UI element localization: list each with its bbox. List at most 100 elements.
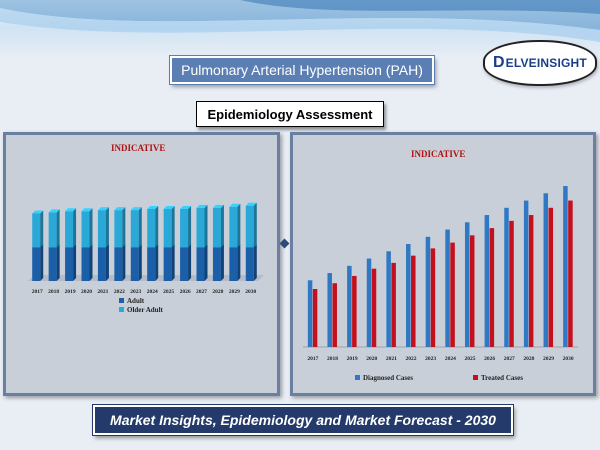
page-title: Pulmonary Arterial Hypertension (PAH): [170, 56, 434, 84]
bar-older-adult: [65, 208, 77, 248]
bar-treated-cases: [489, 228, 495, 347]
bar-diagnosed-cases: [406, 244, 411, 347]
x-tick-label: 2026: [180, 289, 191, 295]
bar-older-adult: [130, 207, 142, 248]
x-tick-label: 2018: [48, 289, 59, 295]
bar-diagnosed-cases: [425, 236, 431, 347]
x-tick-label: 2027: [196, 289, 207, 295]
logo-text: ELVEINSIGHT: [505, 56, 587, 70]
bar-adult: [130, 244, 142, 281]
chart-title-right: INDICATIVE: [411, 149, 466, 159]
bar-older-adult: [180, 206, 192, 248]
bar-older-adult: [163, 206, 175, 248]
x-tick-label: 2030: [245, 289, 256, 295]
bar-treated-cases: [352, 275, 357, 347]
bar-treated-cases: [548, 207, 554, 347]
divider-diamond-icon: [279, 238, 290, 249]
bar-adult: [81, 244, 93, 281]
bar-adult: [196, 244, 208, 281]
bar-adult: [114, 244, 126, 281]
x-tick-label: 2028: [523, 356, 534, 362]
x-tick-label: 2018: [327, 356, 338, 362]
bar-treated-cases: [469, 235, 475, 347]
bar-older-adult: [114, 207, 126, 248]
bar-diagnosed-cases: [464, 222, 470, 347]
x-tick-label: 2030: [563, 356, 574, 362]
chart-title-left: INDICATIVE: [111, 143, 166, 153]
bar-diagnosed-cases: [504, 207, 509, 347]
bar-adult: [245, 244, 257, 281]
legend-label: Older Adult: [127, 306, 164, 314]
x-tick-label: 2022: [406, 356, 417, 362]
x-tick-label: 2017: [32, 289, 43, 295]
chart-panel-left: INDICATIVE 2017 2018 2019 2020 2021 2022 2023 2…: [3, 132, 280, 396]
footer-banner: Market Insights, Epidemiology and Market…: [93, 405, 513, 435]
bar-adult: [212, 244, 224, 281]
x-tick-label: 2021: [386, 356, 397, 362]
x-tick-label: 2020: [366, 356, 377, 362]
legend-label: Treated Cases: [481, 374, 523, 382]
x-tick-label: 2025: [464, 356, 475, 362]
x-tick-label: 2017: [307, 356, 318, 362]
bar-adult: [229, 244, 241, 281]
legend-swatch: [119, 307, 124, 312]
bar-adult: [147, 244, 159, 281]
bar-treated-cases: [450, 242, 455, 347]
grouped-bar-chart: 2017 2018 2019 2020 2021 2022 2023 2024 2025 2026…: [303, 186, 578, 382]
legend-label: Diagnosed Cases: [363, 374, 413, 382]
bar-treated-cases: [391, 262, 396, 347]
bar-treated-cases: [509, 220, 514, 347]
x-tick-label: 2029: [229, 289, 240, 295]
legend-swatch: [119, 298, 124, 303]
x-tick-label: 2023: [425, 356, 436, 362]
bar-diagnosed-cases: [543, 193, 549, 347]
section-subtitle: Epidemiology Assessment: [196, 101, 384, 127]
x-tick-label: 2026: [484, 356, 495, 362]
bar-older-adult: [32, 210, 44, 248]
bar-diagnosed-cases: [523, 200, 529, 347]
header-wave: [0, 0, 600, 42]
bar-older-adult: [196, 204, 208, 248]
bar-older-adult: [81, 208, 93, 248]
bar-adult: [97, 244, 109, 281]
x-tick-label: 2024: [445, 356, 456, 362]
bar-older-adult: [48, 209, 60, 248]
bar-diagnosed-cases: [327, 273, 332, 347]
bar-older-adult: [212, 204, 224, 248]
bar-treated-cases: [411, 255, 416, 347]
bar-treated-cases: [371, 268, 377, 347]
x-tick-label: 2020: [81, 289, 92, 295]
bar-treated-cases: [568, 200, 573, 347]
x-tick-label: 2029: [543, 356, 554, 362]
bar-diagnosed-cases: [445, 229, 450, 347]
bar-treated-cases: [430, 248, 436, 347]
bar-adult: [32, 244, 44, 281]
legend-label: Adult: [127, 297, 145, 305]
bar-adult: [65, 244, 77, 281]
bar-adult: [163, 244, 175, 281]
bar-older-adult: [147, 206, 159, 248]
x-tick-label: 2024: [147, 289, 158, 295]
bar-older-adult: [229, 203, 241, 248]
bar-older-adult: [245, 202, 257, 248]
bar-diagnosed-cases: [386, 251, 391, 347]
bar-older-adult: [97, 207, 109, 248]
bar-diagnosed-cases: [484, 215, 490, 347]
stacked-bar-chart: 2017 2018 2019 2020 2021 2022 2023 2024 2025 2026…: [28, 202, 264, 314]
x-tick-label: 2028: [212, 289, 223, 295]
bar-treated-cases: [312, 289, 318, 347]
logo-mark: D: [493, 54, 505, 71]
bar-treated-cases: [528, 215, 534, 347]
bar-diagnosed-cases: [563, 186, 568, 347]
bar-diagnosed-cases: [307, 280, 313, 347]
bar-adult: [180, 244, 192, 281]
bar-diagnosed-cases: [366, 258, 372, 347]
bar-diagnosed-cases: [347, 265, 352, 347]
x-tick-label: 2019: [347, 356, 358, 362]
legend-swatch: [355, 375, 360, 380]
legend-swatch: [473, 375, 478, 380]
x-tick-label: 2025: [163, 289, 174, 295]
delveinsight-logo: D ELVEINSIGHT: [483, 40, 597, 86]
x-tick-label: 2019: [65, 289, 76, 295]
